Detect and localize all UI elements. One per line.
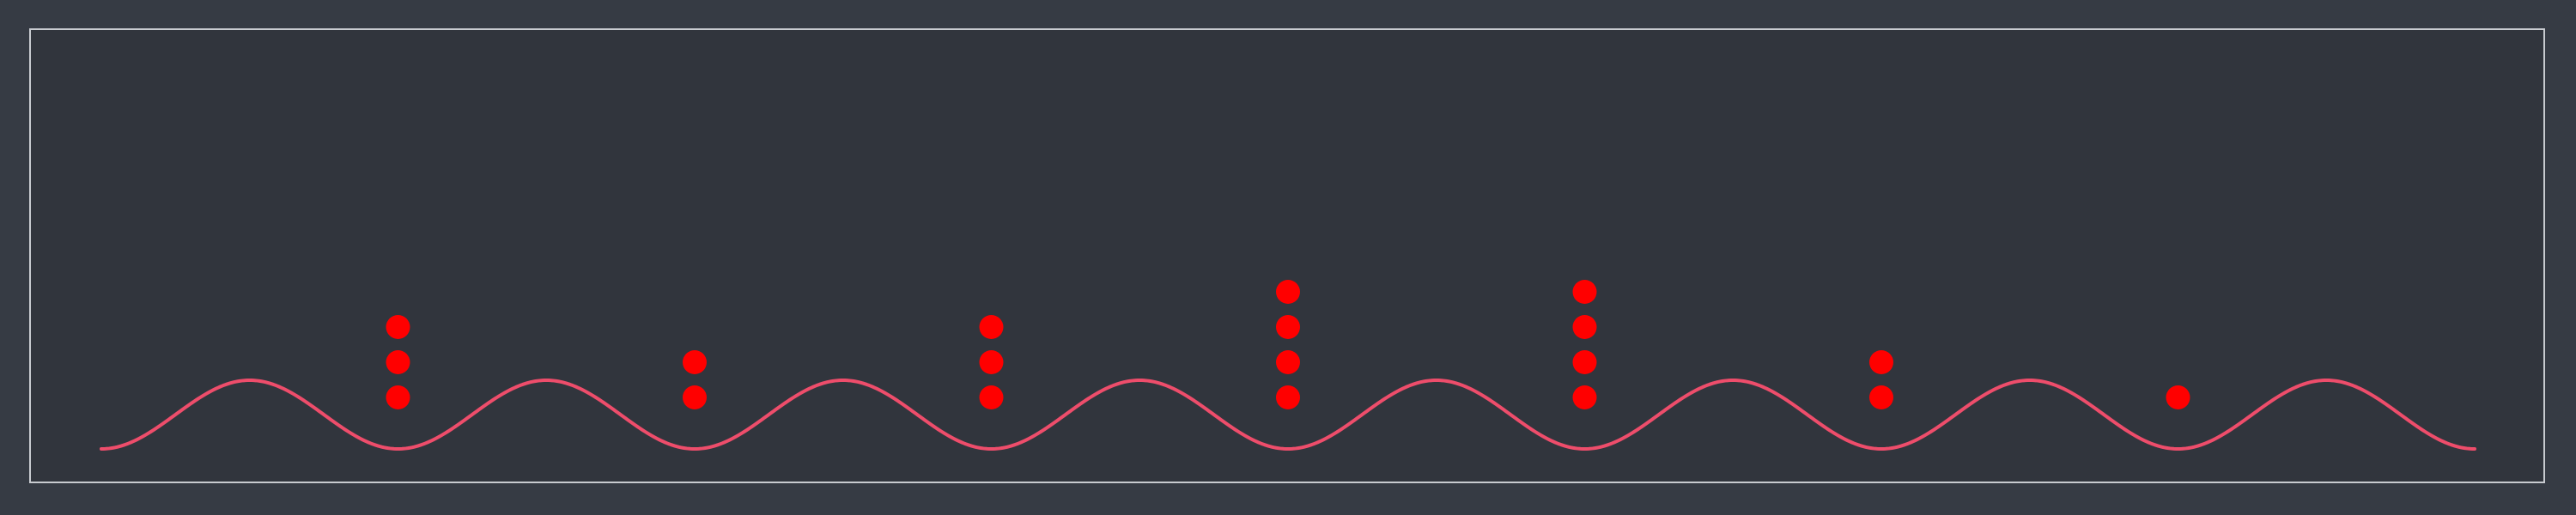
dot-columns — [386, 280, 2190, 409]
red-dot — [1276, 385, 1300, 409]
red-dot — [1572, 280, 1597, 304]
red-dot — [1869, 385, 1893, 409]
red-dot — [1276, 315, 1300, 339]
red-dot — [386, 315, 410, 339]
red-dot — [683, 385, 707, 409]
red-dot — [386, 385, 410, 409]
wave-line — [100, 379, 2476, 451]
red-dot — [386, 350, 410, 374]
red-dot — [979, 385, 1004, 409]
red-dot — [1572, 350, 1597, 374]
red-dot — [2166, 385, 2190, 409]
red-dot — [1572, 385, 1597, 409]
red-dot — [1572, 315, 1597, 339]
red-dot — [979, 350, 1004, 374]
red-dot — [683, 350, 707, 374]
red-dot — [1276, 280, 1300, 304]
red-dot — [1869, 350, 1893, 374]
red-dot — [979, 315, 1004, 339]
red-dot — [1276, 350, 1300, 374]
